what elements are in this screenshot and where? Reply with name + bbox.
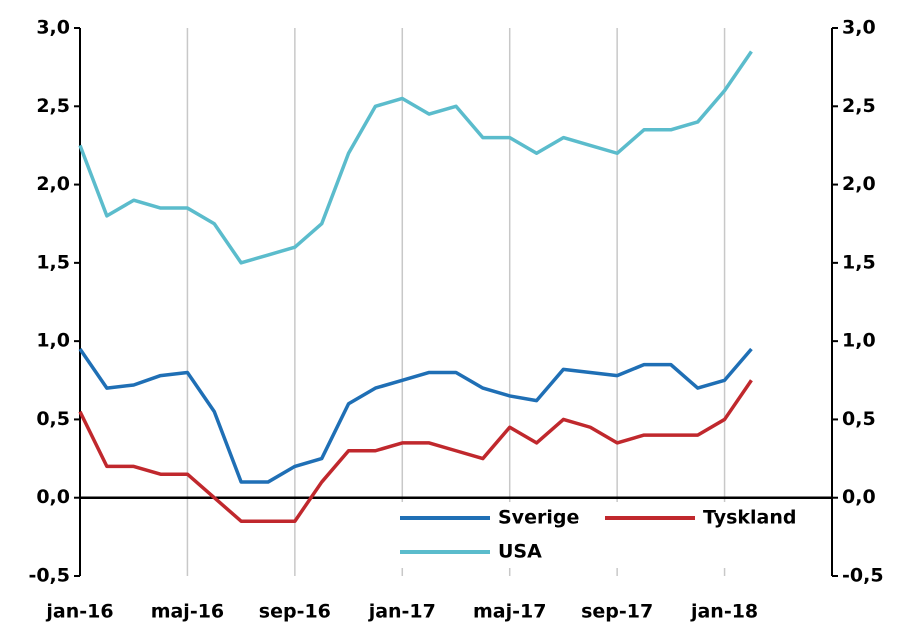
y2-tick-label: 0,5 <box>842 408 876 430</box>
y2-tick-label: 0,0 <box>842 486 876 508</box>
x-tick-label: sep-16 <box>259 601 331 623</box>
y-tick-label: 1,0 <box>36 330 70 352</box>
y-tick-label: 2,5 <box>36 95 70 117</box>
y-tick-label: 0,5 <box>36 408 70 430</box>
y-tick-label: 1,5 <box>36 251 70 273</box>
x-tick-label: sep-17 <box>581 601 653 623</box>
legend-bg <box>394 502 824 568</box>
x-tick-label: jan-17 <box>368 601 436 623</box>
x-tick-label: maj-16 <box>151 601 224 623</box>
line-series <box>78 50 753 265</box>
y2-tick-label: 3,0 <box>842 17 876 39</box>
legend-label: USA <box>498 541 542 563</box>
x-tick-label: jan-18 <box>690 601 758 623</box>
legend-label: Sverige <box>498 507 579 529</box>
y-tick-label: 0,0 <box>36 486 70 508</box>
y2-tick-label: 2,0 <box>842 173 876 195</box>
y-tick-label: -0,5 <box>28 565 70 587</box>
y-tick-label: 2,0 <box>36 173 70 195</box>
y2-tick-label: 1,0 <box>842 330 876 352</box>
y2-tick-label: 2,5 <box>842 95 876 117</box>
line-series <box>78 379 753 523</box>
x-tick-label: maj-17 <box>473 601 546 623</box>
legend-label: Tyskland <box>703 507 797 529</box>
line-series <box>78 347 753 484</box>
y-tick-label: 3,0 <box>36 17 70 39</box>
y2-tick-label: 1,5 <box>842 251 876 273</box>
y2-tick-label: -0,5 <box>842 565 884 587</box>
x-tick-label: jan-16 <box>45 601 113 623</box>
